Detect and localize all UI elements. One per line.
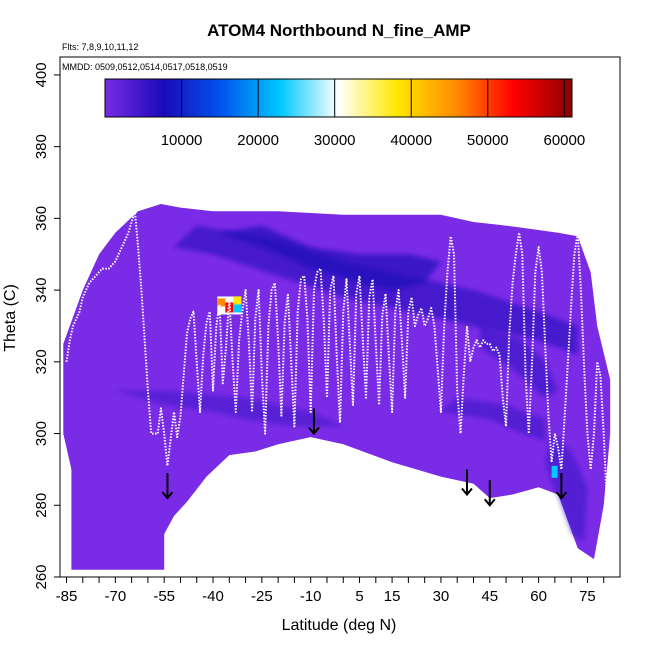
concentration-band (480, 326, 559, 398)
colorbar-tick-label: 40000 (390, 132, 432, 149)
y-tick-label: 260 (33, 564, 50, 589)
hotspot-cell (233, 304, 242, 313)
flights-label: Flts: 7,8,9,10,11,12 (62, 42, 138, 52)
concentration-band (115, 390, 344, 427)
x-tick-label: -40 (202, 588, 224, 605)
x-tick-label: -70 (105, 588, 127, 605)
arrow-marker (161, 473, 174, 500)
colorbar-ticks: 10000 20000 30000 40000 50000 60000 (161, 79, 585, 149)
x-tick-label: -10 (300, 588, 322, 605)
y-tick-label: 340 (33, 278, 50, 303)
x-tick-label: 30 (433, 588, 450, 605)
cyan-spot (551, 465, 558, 478)
y-tick-label: 300 (33, 421, 50, 446)
y-tick-label: 360 (33, 206, 50, 231)
y-tick-label: 380 (33, 134, 50, 159)
concentration-band (545, 433, 588, 542)
x-tick-label: -25 (251, 588, 273, 605)
x-tick-label: -55 (153, 588, 175, 605)
x-axis-label: Latitude (deg N) (282, 617, 397, 634)
arrow-head (161, 491, 174, 500)
hotspot-cell (217, 298, 226, 307)
concentration-band (440, 397, 546, 441)
y-tick-label: 400 (33, 62, 50, 87)
colorbar-bar (104, 78, 573, 118)
x-tick-label: 75 (579, 588, 596, 605)
colorbar-tick-label: 30000 (314, 132, 356, 149)
concentration-band (174, 225, 578, 355)
concentration-band (219, 225, 441, 291)
aircraft-track (65, 210, 612, 542)
arrow-marker (461, 469, 473, 497)
arrow-marker (308, 408, 320, 436)
y-axis-label: Theta (C) (2, 284, 19, 352)
x-axis: -85 -70 -55 -40 -25 -10 5 15 30 45 60 75 (56, 577, 605, 605)
arrow-marker (555, 473, 568, 500)
colorbar: 10000 20000 30000 40000 50000 60000 (104, 78, 585, 149)
colorbar-tick-label: 50000 (467, 132, 509, 149)
arrow-head (461, 487, 473, 497)
x-tick-label: 15 (384, 588, 401, 605)
y-axis: 260 280 300 320 340 360 380 400 (33, 62, 60, 590)
y-tick-label: 280 (33, 493, 50, 518)
arrow-head (483, 498, 496, 507)
colorbar-tick-label: 20000 (237, 132, 279, 149)
plot-area (63, 204, 612, 570)
x-tick-label: -85 (56, 588, 78, 605)
plot-frame (59, 56, 621, 578)
hotspot-cell (233, 296, 242, 305)
x-tick-label: 5 (355, 588, 363, 605)
x-tick-label: 60 (530, 588, 547, 605)
colorbar-tick-label: 60000 (543, 132, 585, 149)
dates-label: MMDD: 0509,0512,0514,0517,0518,0519 (62, 62, 228, 72)
arrow-marker (483, 480, 496, 507)
arrow-head (555, 491, 568, 500)
arrow-head (308, 426, 320, 436)
y-tick-label: 320 (33, 349, 50, 374)
colorbar-tick-label: 10000 (161, 132, 203, 149)
chart-title: ATOM4 Northbound N_fine_AMP (207, 21, 471, 40)
x-tick-label: 45 (481, 588, 498, 605)
